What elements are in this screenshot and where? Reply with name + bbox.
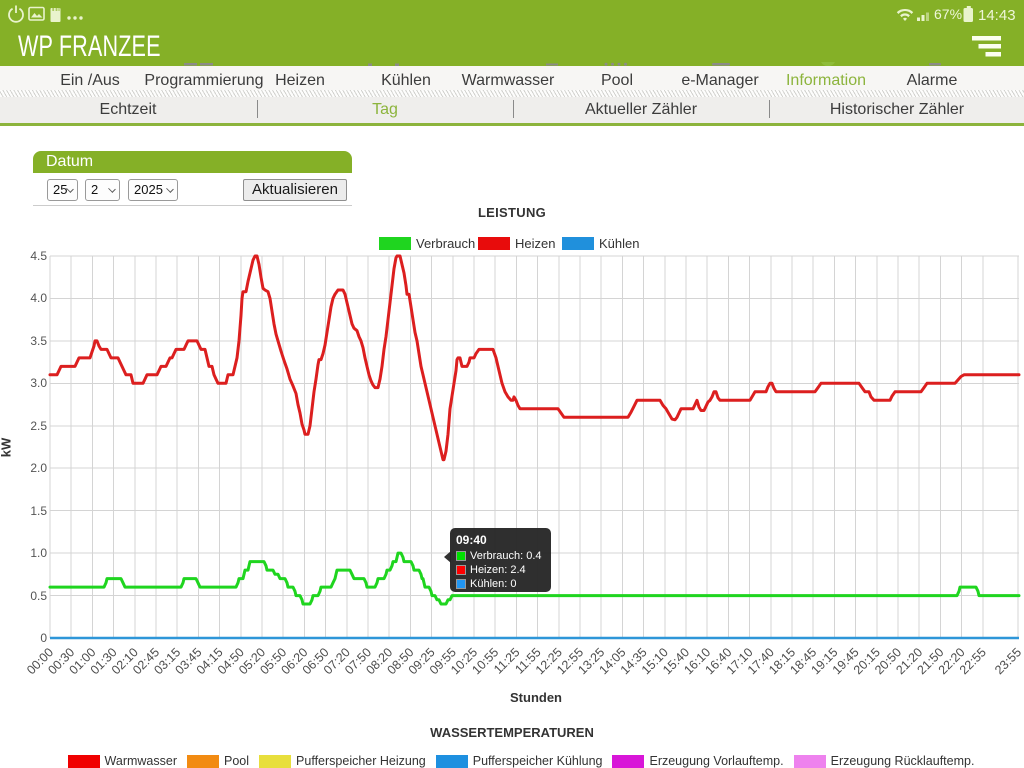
svg-text:0: 0 xyxy=(40,631,47,645)
svg-text:67%: 67% xyxy=(934,6,962,22)
svg-text:2.5: 2.5 xyxy=(30,419,47,433)
svg-text:2.0: 2.0 xyxy=(30,461,47,475)
svg-text:14:43: 14:43 xyxy=(978,7,1016,24)
svg-text:3.5: 3.5 xyxy=(30,334,47,348)
svg-text:1.5: 1.5 xyxy=(30,504,47,518)
svg-text:3.0: 3.0 xyxy=(30,376,47,390)
svg-text:1.0: 1.0 xyxy=(30,546,47,560)
svg-text:0.5: 0.5 xyxy=(30,589,47,603)
svg-text:4.0: 4.0 xyxy=(30,291,47,305)
svg-text:4.5: 4.5 xyxy=(30,249,47,263)
svg-text:23:55: 23:55 xyxy=(992,645,1024,677)
